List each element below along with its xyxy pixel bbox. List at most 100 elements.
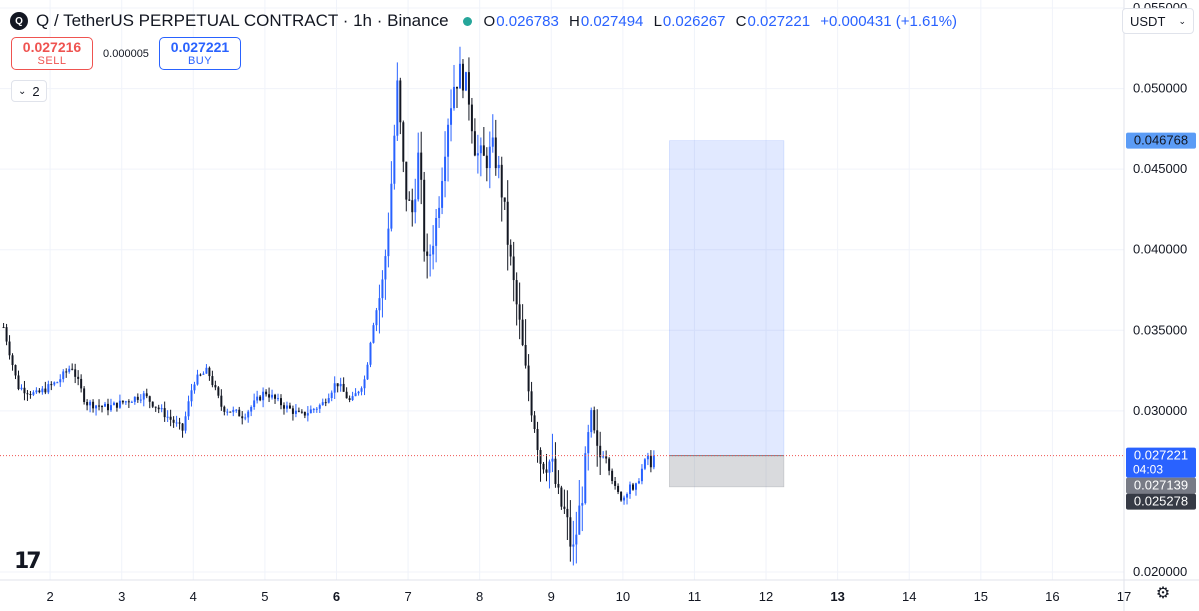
time-tick-label: 14: [902, 589, 916, 604]
symbol-logo-icon: Q: [10, 12, 28, 30]
market-open-dot-icon: [462, 16, 472, 26]
candle-body: [473, 131, 476, 156]
change-value: +0.000431 (+1.61%): [820, 12, 958, 30]
trade-panel: 0.027216 SELL 0.000005 0.027221 BUY: [11, 37, 241, 70]
indicators-count: 2: [32, 83, 40, 99]
candles: [2, 46, 655, 566]
candle-body: [265, 391, 268, 395]
candle-body: [336, 383, 339, 387]
candle-body: [605, 456, 608, 459]
candle-body: [608, 458, 611, 471]
candle-body: [372, 325, 375, 343]
candle-body: [554, 458, 557, 484]
candle-body: [181, 423, 184, 431]
candle-body: [35, 390, 38, 393]
candle-body: [488, 146, 491, 169]
candle-body: [306, 413, 309, 416]
candle-body: [282, 405, 285, 409]
candle-body: [232, 409, 235, 413]
candle-body: [112, 402, 115, 406]
candle-body: [271, 394, 274, 398]
candle-body: [402, 122, 405, 162]
position-stop-zone: [669, 455, 785, 488]
candle-body: [169, 416, 172, 420]
position-target-zone: [669, 140, 785, 456]
candle-body: [187, 401, 190, 417]
tradingview-logo-icon[interactable]: 17: [14, 549, 42, 574]
candle-body: [572, 544, 575, 547]
currency-value: USDT: [1130, 13, 1166, 29]
candle-body: [596, 430, 599, 446]
candle-body: [41, 388, 44, 393]
candle-body: [130, 401, 133, 403]
candle-body: [602, 456, 605, 458]
candle-body: [557, 483, 560, 488]
candle-body: [640, 468, 643, 482]
candle-body: [357, 391, 360, 394]
candle-body: [268, 394, 271, 398]
currency-select[interactable]: USDT ⌄: [1122, 8, 1194, 34]
candle-body: [280, 398, 282, 406]
time-tick-label: 13: [830, 589, 844, 604]
candle-body: [17, 375, 20, 390]
symbol-title[interactable]: Q / TetherUS PERPETUAL CONTRACT · 1h · B…: [36, 11, 449, 30]
candle-body: [274, 394, 277, 399]
candle-body: [202, 373, 205, 375]
candle-body: [646, 455, 649, 460]
candle-body: [578, 505, 581, 535]
price-tick-label: 0.050000: [1133, 81, 1187, 96]
candle-body: [220, 395, 223, 407]
candle-body: [351, 396, 354, 400]
candle-body: [8, 341, 11, 356]
time-tick-label: 15: [974, 589, 988, 604]
candle-body: [479, 145, 482, 154]
ohlc-legend: O0.026783 H0.027494 L0.026267 C0.027221 …: [484, 13, 957, 30]
candle-body: [71, 368, 74, 370]
candle-body: [408, 199, 411, 201]
candle-body: [339, 383, 342, 387]
candle-body: [247, 411, 250, 418]
candle-body: [461, 63, 464, 91]
candle-body: [160, 408, 163, 410]
candle-body: [491, 137, 494, 147]
chart-header: Q Q / TetherUS PERPETUAL CONTRACT · 1h ·…: [10, 10, 957, 32]
candle-body: [548, 461, 551, 473]
indicators-toggle-button[interactable]: ⌄ 2: [11, 80, 47, 102]
candle-body: [309, 409, 312, 414]
candle-body: [109, 405, 112, 411]
sell-label: SELL: [37, 55, 67, 67]
price-tick-label: 0.040000: [1133, 242, 1187, 257]
candle-body: [494, 137, 497, 169]
candle-body: [399, 80, 402, 123]
time-tick-label: 17: [1117, 589, 1131, 604]
candle-body: [95, 405, 98, 409]
low-value: 0.026267: [662, 12, 726, 30]
buy-button[interactable]: 0.027221 BUY: [159, 37, 241, 70]
settings-gear-icon[interactable]: ⚙: [1155, 585, 1171, 602]
candle-body: [626, 494, 629, 498]
candle-body: [29, 394, 32, 396]
candle-body: [482, 145, 485, 156]
candle-body: [235, 409, 238, 411]
candle-body: [285, 405, 288, 409]
candle-body: [241, 416, 244, 419]
candle-body: [539, 450, 542, 464]
candle-body: [447, 124, 450, 157]
candle-body: [634, 483, 637, 490]
candle-body: [157, 407, 160, 410]
sell-button[interactable]: 0.027216 SELL: [11, 37, 93, 70]
candle-body: [629, 484, 632, 495]
time-tick-label: 10: [616, 589, 630, 604]
candle-body: [530, 391, 533, 416]
candle-body: [515, 280, 518, 305]
candle-body: [611, 470, 614, 482]
candle-body: [56, 382, 59, 384]
candle-body: [536, 429, 539, 451]
candle-body: [551, 458, 554, 462]
candle-body: [199, 374, 202, 376]
candle-body: [178, 422, 181, 424]
candle-body: [533, 415, 536, 430]
candle-body: [587, 432, 590, 454]
